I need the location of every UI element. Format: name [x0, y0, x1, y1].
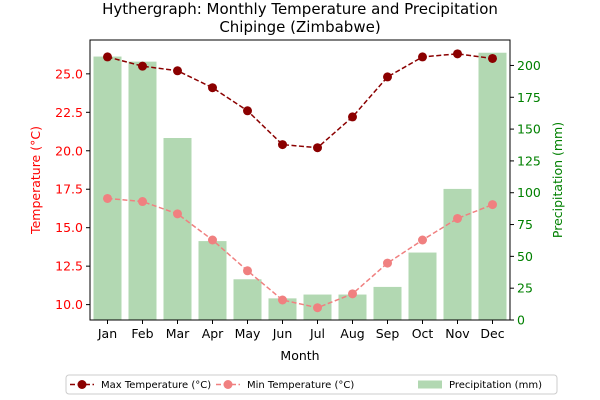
precipitation-bar-apr [198, 241, 227, 320]
precipitation-bar-may [233, 279, 262, 320]
y-right-tick-label: 200 [517, 58, 541, 73]
min-temp-point-sep [383, 258, 392, 268]
x-tick-label-dec: Dec [480, 326, 504, 341]
chart-subtitle: Chipinge (Zimbabwe) [219, 18, 380, 36]
x-tick-label-mar: Mar [166, 326, 190, 341]
x-tick-label-feb: Feb [131, 326, 153, 341]
min-temp-point-apr [208, 235, 217, 245]
x-tick-label-jul: Jul [309, 326, 325, 341]
max-temp-point-may [243, 106, 252, 116]
y-axis-left: 10.0 12.5 15.0 17.5 20.0 22.5 25.0 [55, 66, 90, 312]
chart-title: Hythergraph: Monthly Temperature and Pre… [102, 0, 498, 18]
y-left-tick-label: 10.0 [55, 297, 83, 312]
min-temp-point-dec [488, 200, 497, 210]
precipitation-bar-oct [408, 252, 437, 320]
max-temp-point-jan [103, 52, 112, 62]
precipitation-bar-mar [163, 138, 192, 320]
legend: Max Temperature (°C) Min Temperature (°C)… [65, 374, 558, 395]
legend-items: Max Temperature (°C) Min Temperature (°C)… [70, 380, 542, 391]
max-temp-point-dec [488, 53, 497, 63]
max-temp-point-apr [208, 83, 217, 93]
x-tick-label-jan: Jan [97, 326, 117, 341]
max-temp-point-feb [138, 61, 147, 71]
y-right-tick-label: 100 [517, 185, 541, 200]
x-tick-label-aug: Aug [340, 326, 364, 341]
x-tick-label-apr: Apr [202, 326, 224, 341]
precipitation-bar-jun [268, 298, 297, 320]
precipitation-bar-sep [373, 286, 402, 320]
y-right-tick-label: 125 [517, 153, 541, 168]
legend-min-temp-label: Min Temperature (°C) [247, 380, 354, 391]
max-temp-point-jul [313, 143, 322, 153]
precipitation-bar-nov [443, 188, 472, 320]
x-axis: Jan Feb Mar Apr May Jun Jul Aug Sep Oct Nov Dec [97, 320, 505, 341]
y-right-tick-label: 0 [517, 313, 525, 328]
precipitation-bars [93, 52, 507, 321]
max-temp-point-nov [453, 49, 462, 59]
min-temp-point-jun [278, 295, 287, 305]
plot-frame [89, 39, 511, 321]
legend-min-temp-marker [223, 380, 233, 389]
min-temp-point-may [243, 266, 252, 276]
x-tick-label-oct: Oct [412, 326, 434, 341]
max-temp-point-jun [278, 140, 287, 150]
precipitation-bar-feb [128, 61, 157, 321]
max-temp-line [107, 53, 493, 149]
y-left-tick-label: 20.0 [55, 143, 83, 158]
y-left-tick-label: 17.5 [55, 182, 83, 197]
legend-max-temp-marker [77, 380, 87, 389]
legend-precipitation-label: Precipitation (mm) [449, 380, 542, 391]
y-axis-right-label: Precipitation (mm) [550, 122, 565, 238]
y-right-tick-label: 50 [517, 249, 533, 264]
precipitation-bar-aug [338, 294, 367, 320]
min-temp-point-mar [173, 209, 182, 219]
max-temp-point-mar [173, 66, 182, 76]
x-tick-label-jun: Jun [272, 326, 293, 341]
y-left-tick-label: 12.5 [55, 259, 83, 274]
y-axis-left-label: Temperature (°C) [28, 126, 43, 235]
temperature-lines [103, 49, 497, 313]
max-temp-point-oct [418, 52, 427, 62]
x-tick-label-nov: Nov [445, 326, 470, 341]
min-temp-point-nov [453, 213, 462, 223]
min-temp-point-jan [103, 193, 112, 203]
precipitation-bar-dec [478, 52, 507, 321]
min-temp-point-jul [313, 303, 322, 313]
y-right-tick-label: 150 [517, 122, 541, 137]
min-temp-point-feb [138, 197, 147, 207]
x-axis-label: Month [280, 348, 319, 363]
x-tick-label-may: May [235, 326, 261, 341]
min-temp-point-oct [418, 235, 427, 245]
y-axis-right: 0 25 50 75 100 125 150 175 200 [510, 58, 541, 328]
y-right-tick-label: 175 [517, 90, 541, 105]
precipitation-bar-jan [93, 56, 122, 320]
max-temp-point-sep [383, 72, 392, 82]
legend-box [65, 374, 558, 395]
y-left-tick-label: 25.0 [55, 66, 83, 81]
min-temp-point-aug [348, 289, 357, 299]
max-temp-point-aug [348, 112, 357, 122]
y-left-tick-label: 15.0 [55, 220, 83, 235]
y-right-tick-label: 75 [517, 217, 533, 232]
y-left-tick-label: 22.5 [55, 105, 83, 120]
x-tick-label-sep: Sep [376, 326, 400, 341]
legend-max-temp-label: Max Temperature (°C) [101, 380, 211, 391]
y-right-tick-label: 25 [517, 281, 533, 296]
legend-precipitation-swatch [418, 380, 442, 389]
min-temp-line [107, 197, 493, 309]
